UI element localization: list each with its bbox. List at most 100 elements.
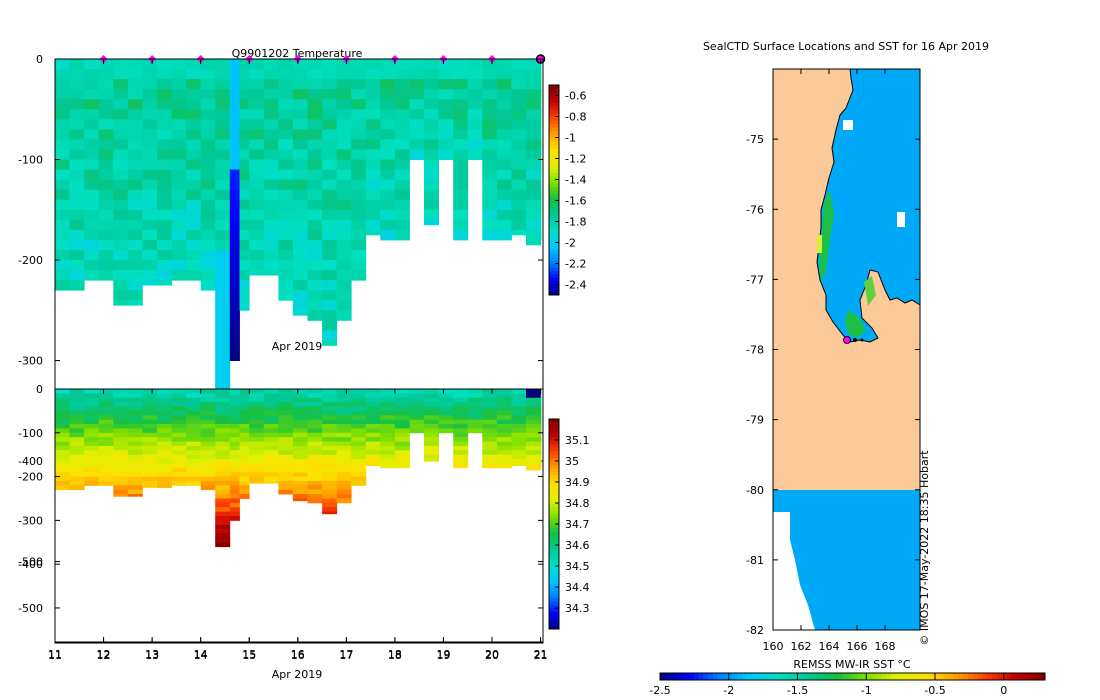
salinity-cell: [200, 432, 216, 438]
colorbar-segment: [549, 116, 559, 121]
temperature-colorbar: -0.6-0.8-1-1.2-1.4-1.6-1.8-2-2.2-2.4: [548, 84, 586, 296]
sst-horizontal-colorbar: -2.5 -2 -1.5 -1 -0.5 0: [649, 672, 1046, 697]
temperature-cell: [394, 179, 410, 191]
sst-colorbar-segment: [1016, 673, 1022, 680]
salinity-cell: [229, 476, 240, 482]
salinity-cell: [127, 445, 143, 451]
temperature-cell: [239, 159, 250, 170]
temperature-cell: [380, 79, 396, 90]
temperature-cell: [142, 159, 158, 170]
salinity-cell: [200, 389, 216, 394]
salinity-cell: [186, 406, 202, 412]
temperature-cell: [239, 149, 250, 160]
salinity-cell: [380, 450, 396, 456]
salinity-cell: [307, 406, 323, 412]
salinity-cell: [365, 428, 381, 434]
salinity-cell: [482, 402, 498, 407]
temperature-cell: [424, 89, 439, 100]
temperature-cell: [540, 219, 542, 231]
salinity-cell: [98, 410, 114, 416]
salinity-cell: [215, 432, 231, 438]
salinity-cell: [322, 419, 338, 425]
salinity-cell: [263, 450, 279, 456]
salinity-cell: [351, 393, 367, 399]
salinity-cell: [540, 445, 542, 451]
sst-colorbar-segment: [847, 673, 853, 680]
temperature-cell: [322, 250, 338, 261]
salinity-cell: [424, 415, 439, 421]
temperature-cell: [229, 350, 240, 361]
salinity-cell: [69, 472, 85, 477]
temperature-cell: [292, 139, 308, 150]
temperature-cell: [496, 109, 512, 120]
temperature-cell: [526, 239, 541, 246]
sst-colorbar-segment: [818, 673, 825, 680]
salinity-cell: [249, 428, 265, 434]
colorbar-segment: [549, 548, 559, 553]
sst-colorbar-segment: [785, 673, 791, 680]
salinity-cell: [69, 419, 85, 425]
salinity-cell: [380, 463, 396, 469]
colorbar-segment: [549, 120, 559, 124]
temperature-cell: [394, 129, 410, 140]
temperature-cell: [55, 159, 70, 170]
salinity-cell: [365, 402, 381, 407]
salinity-cell: [263, 441, 279, 447]
temperature-cell: [394, 209, 410, 221]
salinity-cell: [142, 402, 158, 407]
salinity-cell: [380, 424, 396, 429]
salinity-cell: [526, 406, 541, 412]
salinity-cell: [424, 410, 439, 416]
temperature-cell: [171, 69, 187, 80]
temperature-cell: [482, 59, 498, 70]
temperature-cell: [98, 239, 114, 251]
sst-colorbar-segment: [727, 673, 733, 680]
x-tick-label: 18: [388, 649, 402, 662]
salinity-cell: [394, 428, 410, 434]
salinity-cell: [215, 402, 231, 407]
salinity-cell: [380, 445, 396, 451]
temperature-cell: [200, 270, 216, 281]
salinity-cell: [540, 454, 542, 460]
temperature-cell: [142, 250, 158, 261]
temperature-cell: [453, 139, 469, 150]
salinity-cell: [540, 450, 542, 456]
salinity-cell: [215, 428, 231, 434]
temperature-cell: [127, 129, 143, 140]
temperature-cell: [215, 370, 231, 382]
temperature-cell: [200, 59, 216, 70]
salinity-cell: [249, 459, 265, 464]
sst-colorbar-segment: [703, 673, 709, 680]
salinity-cell: [263, 410, 279, 416]
salinity-cell: [200, 450, 216, 456]
salinity-cell: [424, 428, 439, 434]
sst-colorbar-segment: [780, 673, 786, 680]
salinity-cell: [394, 393, 410, 399]
colorbar-segment: [549, 274, 559, 278]
salinity-cell: [98, 397, 114, 403]
salinity-cell: [380, 397, 396, 403]
salinity-cell: [98, 419, 114, 425]
salinity-cell: [249, 419, 265, 425]
salinity-cell: [127, 406, 143, 412]
salinity-cell: [55, 485, 70, 491]
temperature-cell: [186, 169, 202, 181]
temperature-cell: [55, 229, 70, 241]
colorbar-segment: [549, 291, 559, 296]
temperature-cell: [351, 270, 367, 281]
temperature-cell: [229, 179, 240, 191]
temperature-cell: [336, 109, 352, 120]
colorbar-segment: [549, 214, 559, 219]
salinity-cell: [142, 485, 158, 488]
temperature-cell: [336, 149, 352, 160]
colorbar-segment: [549, 447, 559, 451]
salinity-cell: [98, 424, 114, 429]
salinity-cell: [229, 406, 240, 412]
temperature-cell: [113, 229, 129, 241]
colorbar-tick-label: -1.8: [565, 216, 586, 229]
temperature-cell: [98, 270, 114, 281]
temperature-cell: [263, 99, 279, 110]
temperature-cell: [186, 209, 202, 221]
temperature-cell: [239, 129, 250, 140]
temperature-cell: [351, 260, 367, 271]
